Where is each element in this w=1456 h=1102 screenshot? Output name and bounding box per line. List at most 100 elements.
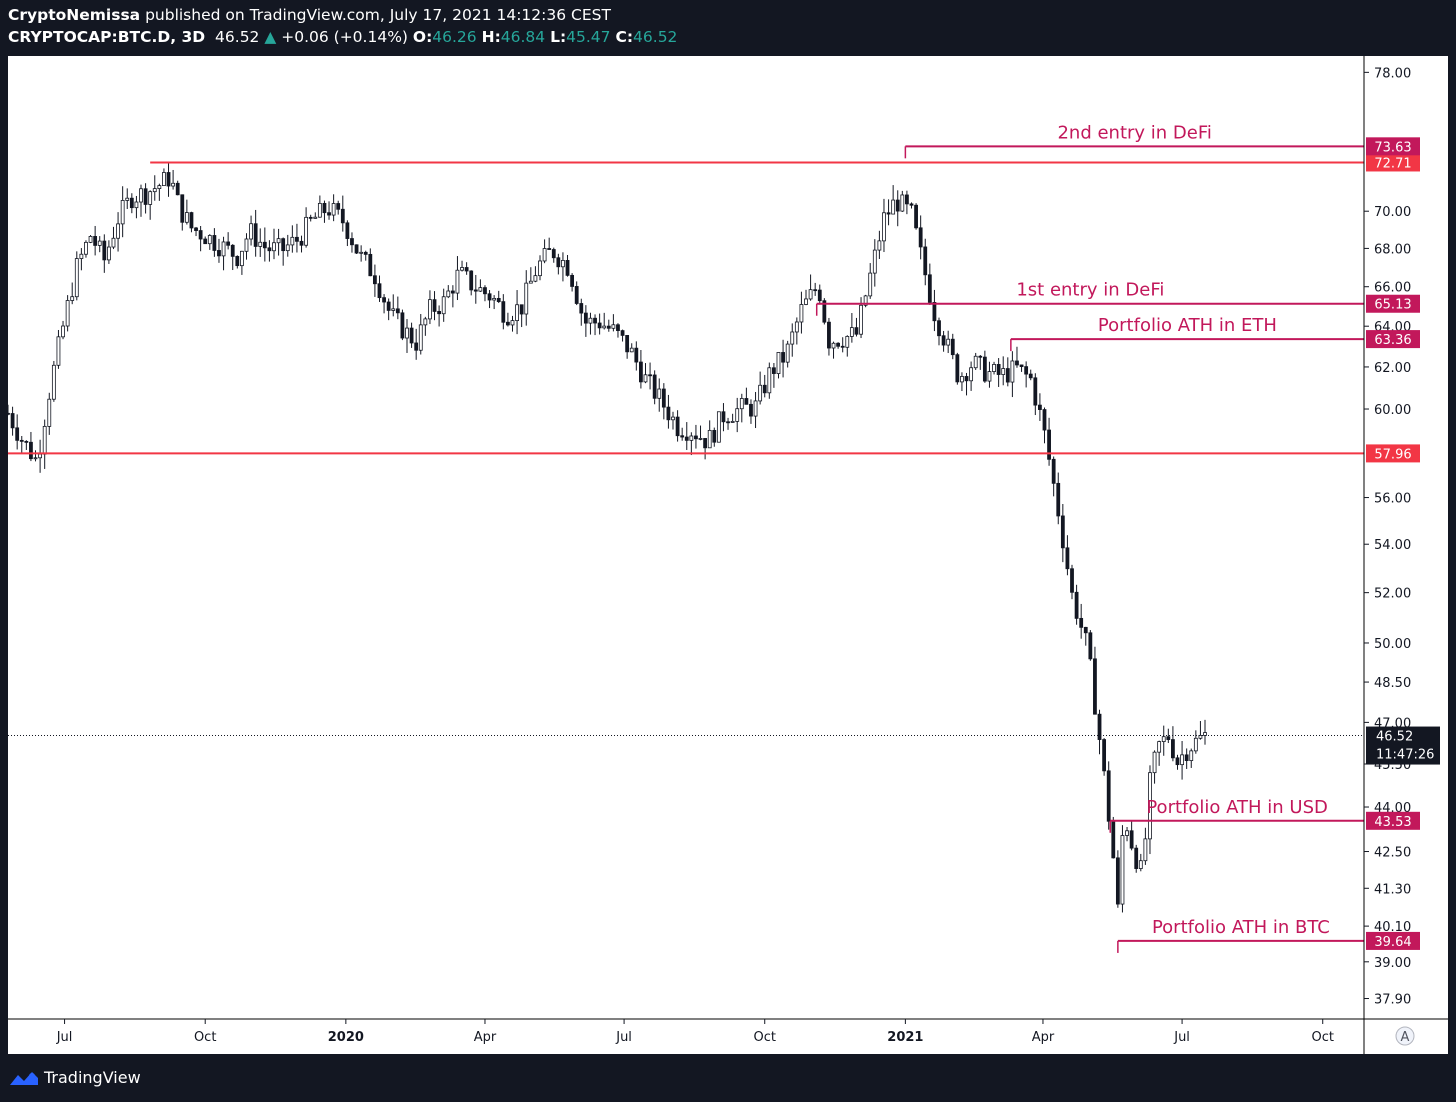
- chart-area[interactable]: 2nd entry in DeFi 1st entry in DeFi Portfo…: [6, 56, 1448, 1054]
- candle: [918, 215, 923, 260]
- candle: [487, 290, 492, 309]
- candle-body: [189, 212, 194, 229]
- candle: [194, 226, 198, 237]
- candle-body: [1074, 591, 1079, 619]
- price-chart[interactable]: 2nd entry in DeFi 1st entry in DeFi Portfo…: [6, 56, 1448, 1054]
- candle-body: [194, 227, 198, 231]
- candle-body: [1171, 739, 1175, 759]
- candle: [739, 393, 744, 423]
- candle: [533, 266, 538, 283]
- candle: [350, 232, 354, 253]
- y-tick-label: 48.50: [1374, 676, 1411, 691]
- candle: [606, 319, 611, 332]
- candle: [125, 188, 130, 210]
- candle: [363, 250, 368, 261]
- auto-scale-label[interactable]: A: [1401, 1030, 1410, 1045]
- candle-body: [547, 248, 552, 250]
- candle-body: [726, 421, 730, 424]
- candle: [735, 397, 740, 433]
- candle-body: [290, 236, 295, 246]
- candle-body: [1120, 835, 1125, 905]
- annotation-label: 2nd entry in DeFi: [1057, 122, 1211, 143]
- candle-body: [267, 247, 272, 252]
- candle-body: [776, 352, 781, 374]
- candle: [469, 270, 474, 296]
- tradingview-logo-icon[interactable]: [8, 1069, 40, 1087]
- candle-body: [345, 222, 350, 239]
- candle: [721, 403, 726, 432]
- y-tick-label: 62.00: [1374, 361, 1411, 376]
- candle-body: [1038, 404, 1042, 410]
- candle: [84, 240, 88, 258]
- candle-body: [1083, 626, 1088, 634]
- price-badge-label: 63.36: [1374, 333, 1411, 348]
- candle-body: [125, 197, 130, 201]
- candle-body: [19, 439, 24, 442]
- candle: [428, 290, 432, 325]
- price-badge: [1366, 444, 1420, 463]
- auto-scale-button[interactable]: A: [1395, 1026, 1415, 1046]
- y-tick-label: 42.50: [1374, 846, 1411, 861]
- candle-body: [317, 202, 322, 218]
- candle-body: [184, 212, 189, 223]
- candle: [450, 285, 455, 308]
- candle-body: [235, 255, 240, 267]
- candle-body: [74, 258, 79, 298]
- x-tick-label: Oct: [194, 1030, 216, 1045]
- candle: [189, 211, 194, 233]
- candle: [726, 417, 730, 430]
- candle: [538, 255, 542, 281]
- candle: [895, 190, 900, 227]
- candle-body: [143, 188, 148, 205]
- candle: [506, 312, 510, 327]
- auto-scale-circle[interactable]: [1395, 1026, 1415, 1046]
- candle-body: [863, 295, 868, 306]
- candle: [184, 199, 189, 225]
- price-badge: [1366, 330, 1420, 349]
- candle: [923, 238, 928, 286]
- symbol-name[interactable]: CRYPTOCAP:BTC.D, 3D: [8, 28, 206, 46]
- high-label: H:: [481, 28, 501, 46]
- candle-body: [556, 257, 561, 268]
- candle-body: [1166, 736, 1171, 740]
- candle: [359, 245, 364, 262]
- candle: [694, 424, 698, 449]
- candle-body: [955, 354, 960, 383]
- candle: [134, 195, 139, 219]
- candle-body: [680, 435, 685, 438]
- candle-body: [960, 376, 964, 383]
- candle-body: [758, 384, 763, 402]
- candle: [1148, 765, 1152, 855]
- candle-body: [299, 240, 304, 246]
- candle-body: [139, 188, 143, 203]
- candle-body: [253, 223, 258, 247]
- candle: [56, 329, 61, 369]
- candle: [1047, 417, 1051, 466]
- x-tick-label: Oct: [1311, 1030, 1333, 1045]
- candle: [882, 198, 886, 253]
- candle-body: [804, 298, 808, 305]
- y-tick-label: 54.00: [1374, 538, 1411, 553]
- candle: [70, 282, 75, 305]
- candle: [1042, 407, 1047, 444]
- tradingview-brand[interactable]: TradingView: [44, 1068, 141, 1087]
- candle: [464, 262, 469, 275]
- countdown-label: 11:47:26: [1376, 748, 1434, 763]
- candle-body: [1134, 847, 1139, 869]
- candle-body: [1203, 732, 1207, 736]
- candle: [345, 220, 350, 247]
- candle-body: [207, 235, 212, 245]
- candle: [1175, 754, 1180, 770]
- candle-body: [395, 308, 400, 314]
- candle: [542, 239, 547, 264]
- candle: [547, 237, 552, 250]
- candle: [97, 236, 102, 253]
- candle-body: [785, 343, 790, 363]
- candle: [570, 273, 575, 292]
- candle-body: [528, 280, 533, 284]
- author-name[interactable]: CryptoNemissa: [8, 6, 141, 24]
- candle: [1115, 850, 1120, 908]
- candle-body: [794, 321, 799, 333]
- candle: [707, 420, 712, 449]
- candle-body: [1005, 368, 1010, 383]
